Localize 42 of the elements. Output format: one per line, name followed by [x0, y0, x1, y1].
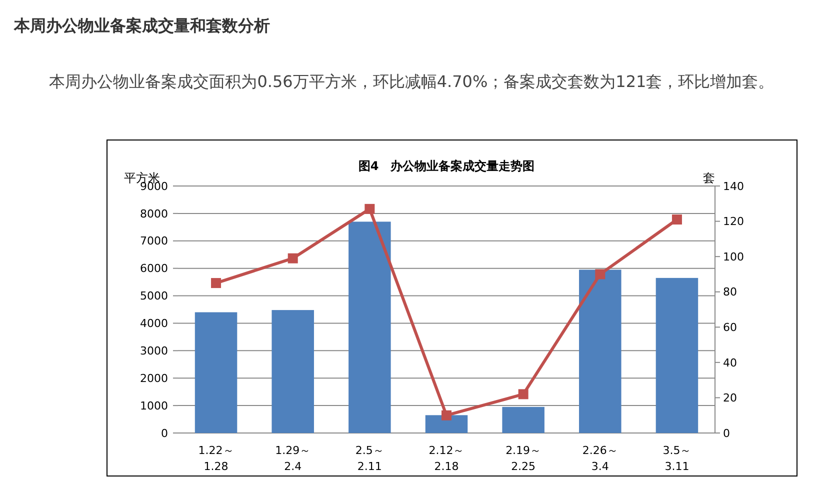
y-tick-label: 1000	[140, 399, 168, 412]
y2-tick-label: 20	[723, 392, 737, 405]
text: 本周办公物业备案成交面积为0.56万平方米，环比减幅4.70%；备案成交套数为121套，环比增加套。	[48, 71, 776, 93]
x-tick-label: 2.12～2.18	[428, 444, 464, 473]
bar	[656, 278, 698, 433]
y2-tick-label: 120	[723, 215, 744, 228]
chart-title: 图4 办公物业备案成交量走势图	[358, 159, 535, 173]
point	[518, 389, 528, 400]
text: 本周办公物业备案成交量和套数分析	[14, 16, 270, 37]
y-tick-label: 3000	[140, 344, 168, 358]
y-tick-label: 0	[161, 426, 168, 440]
y2-tick-label: 0	[723, 426, 730, 440]
y-tick-label: 8000	[140, 207, 168, 220]
x-tick-label: 1.29～2.4	[275, 444, 311, 473]
bar	[579, 270, 622, 433]
y2-axis-title: 套	[703, 171, 715, 185]
y2-tick-label: 60	[723, 320, 737, 334]
point	[364, 204, 375, 214]
x-tick-label: 2.19～2.25	[506, 444, 542, 473]
y-tick-label: 2000	[140, 372, 168, 385]
y2-tick-label: 140	[723, 180, 744, 193]
point	[211, 278, 222, 288]
x-tick-label: 3.5～3.11	[662, 444, 692, 473]
x-tick-label: 1.22～1.28	[198, 444, 234, 473]
y-tick-label: 5000	[140, 290, 168, 303]
y-tick-label: 4000	[140, 317, 168, 330]
y2-tick-label: 80	[723, 286, 737, 299]
x-tick-label: 2.5～2.11	[355, 444, 384, 473]
y2-tick-label: 40	[723, 356, 737, 370]
y-tick-label: 7000	[140, 234, 168, 248]
y-tick-label: 6000	[140, 262, 168, 276]
bar	[348, 222, 391, 433]
bar	[272, 310, 314, 433]
point	[595, 269, 606, 280]
bar	[502, 406, 544, 433]
bar	[425, 415, 468, 433]
y2-tick-label: 100	[723, 250, 744, 264]
x-tick-label: 2.26～3.4	[582, 444, 618, 473]
point	[442, 410, 452, 420]
point	[672, 214, 682, 225]
point	[288, 253, 298, 264]
bar	[194, 312, 238, 433]
